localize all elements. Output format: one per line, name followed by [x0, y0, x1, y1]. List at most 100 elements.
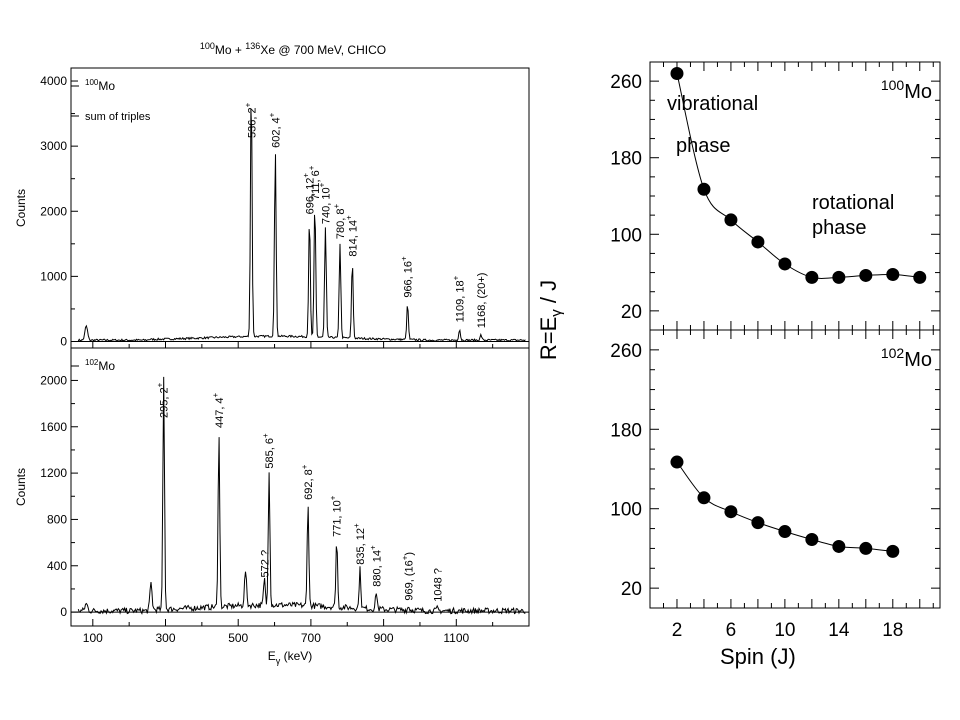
- data-point: [751, 516, 765, 530]
- peak-label-text: 814, 14: [347, 220, 359, 257]
- peak-label: 880, 14+: [368, 545, 383, 587]
- data-point: [832, 539, 846, 553]
- x-label-unit: (keV): [280, 649, 312, 663]
- panel-label-mass: 102: [85, 358, 99, 367]
- peak-label-text: 969, (16: [404, 560, 416, 600]
- y-axis-label: Counts: [14, 468, 28, 506]
- y-tick-label: 800: [47, 512, 67, 526]
- plot-frame: [649, 329, 941, 609]
- peak-label: 1109, 18+: [452, 275, 467, 322]
- data-point: [886, 267, 900, 281]
- plot-frame: [70, 347, 530, 627]
- y-tick-label: 260: [610, 341, 642, 362]
- x-tick-label: 14: [828, 620, 850, 641]
- y-tick-label: 2000: [40, 373, 67, 387]
- peak-label-superscript: +: [211, 392, 220, 397]
- ratio-y-label-main: R=E: [536, 317, 561, 360]
- panel-label-element: Mo: [98, 359, 115, 373]
- spectrum-annotation: sum of triples: [85, 111, 151, 123]
- panel-label-element: Mo: [904, 349, 932, 371]
- peak-label: 969, (16+): [401, 552, 416, 601]
- peak-label: 536, 2+: [243, 102, 258, 138]
- y-tick-label: 1600: [40, 420, 67, 434]
- peak-label-text: 536, 2: [246, 107, 258, 138]
- peak-label-text: 771, 10: [332, 500, 344, 537]
- data-point: [886, 544, 900, 558]
- peak-label: 585, 6+: [261, 433, 276, 469]
- peak-label: 572 ?: [259, 550, 271, 578]
- spectrum-panel-100mo: 0 1000 2000 3000 4000 Counts 100Mo sum of tripl…: [14, 67, 530, 349]
- annotation-rotational: rotational: [812, 192, 894, 214]
- data-point: [805, 270, 819, 284]
- peak-label-superscript: +: [401, 555, 410, 560]
- peak-label-text: 696, 12: [304, 178, 316, 215]
- data-point: [670, 66, 684, 80]
- x-label-main: E: [268, 649, 276, 663]
- y-tick-label: 100: [610, 225, 642, 246]
- peak-label-superscript: +: [156, 382, 165, 387]
- panel-label-element: Mo: [98, 79, 115, 93]
- y-tick-label: 1200: [40, 466, 67, 480]
- peak-label: 1168, (20+): [476, 273, 488, 329]
- panel-label-mass: 100: [85, 78, 99, 87]
- data-point: [670, 455, 684, 469]
- title-superscript: 100: [200, 41, 215, 51]
- peak-label-superscript: +: [300, 464, 309, 469]
- peak-label-superscript: +: [368, 545, 377, 550]
- panel-label: 102Mo: [85, 358, 115, 373]
- peak-label: 771, 10+: [329, 495, 344, 537]
- annotation-vibrational: vibrational: [667, 93, 758, 115]
- peak-label-superscript: +: [329, 495, 338, 500]
- peak-label-text: 602, 4: [270, 117, 282, 148]
- data-point: [751, 235, 765, 249]
- peak-label-text: 585, 6: [264, 438, 276, 469]
- y-tick-label: 100: [610, 500, 642, 521]
- data-point: [859, 268, 873, 282]
- x-tick-label: 100: [83, 631, 103, 645]
- peak-label-superscript: +: [261, 433, 270, 438]
- peak-label-superscript: +: [352, 523, 361, 528]
- peak-label-superscript: +: [452, 275, 461, 280]
- x-tick-label: 1100: [443, 631, 469, 645]
- peak-label-tail: ): [404, 552, 416, 556]
- peak-label-text: 1109, 18: [455, 280, 467, 322]
- y-tick-label: 20: [621, 579, 642, 600]
- y-tick-label: 180: [610, 420, 642, 441]
- data-point: [778, 525, 792, 539]
- y-tick-label: 2000: [40, 204, 67, 218]
- x-tick-label: 300: [155, 631, 175, 645]
- title-text: Mo +: [215, 43, 245, 57]
- data-point: [805, 532, 819, 546]
- peak-label: 696, 12+: [301, 173, 316, 215]
- peak-label: 602, 4+: [267, 112, 282, 148]
- y-tick-label: 0: [60, 334, 67, 348]
- peak-label-superscript: +: [344, 215, 353, 220]
- x-tick-label: 900: [374, 631, 394, 645]
- panel-label: 100Mo: [881, 77, 932, 103]
- peak-label: 1048 ?: [432, 568, 444, 602]
- x-tick-label: 700: [301, 631, 321, 645]
- data-point: [859, 541, 873, 555]
- panel-label: 100Mo: [85, 78, 115, 93]
- y-tick-label: 4000: [40, 74, 67, 88]
- peak-label-superscript: +: [317, 182, 326, 187]
- peak-label-text: 295, 2: [159, 387, 171, 418]
- data-point: [697, 182, 711, 196]
- y-tick-label: 3000: [40, 139, 67, 153]
- panel-label-element: Mo: [904, 81, 932, 103]
- panel-label: 102Mo: [881, 345, 932, 371]
- peak-label-text: 692, 8: [303, 469, 315, 500]
- peak-label-superscript: +: [307, 165, 316, 170]
- panel-label-mass: 102: [881, 345, 905, 361]
- annotation-phase-2: phase: [812, 217, 867, 239]
- x-label-subscript: γ: [276, 656, 281, 666]
- panel-label-mass: 100: [881, 77, 905, 93]
- peak-label: 780, 8+: [332, 203, 347, 239]
- y-tick-label: 260: [610, 72, 642, 93]
- peak-label: 966, 16+: [400, 256, 415, 298]
- y-tick-label: 400: [47, 559, 67, 573]
- peak-label-superscript: +: [332, 203, 341, 208]
- peak-label-text: 780, 8: [335, 208, 347, 239]
- data-point: [832, 270, 846, 284]
- peak-label-superscript: +: [301, 173, 310, 178]
